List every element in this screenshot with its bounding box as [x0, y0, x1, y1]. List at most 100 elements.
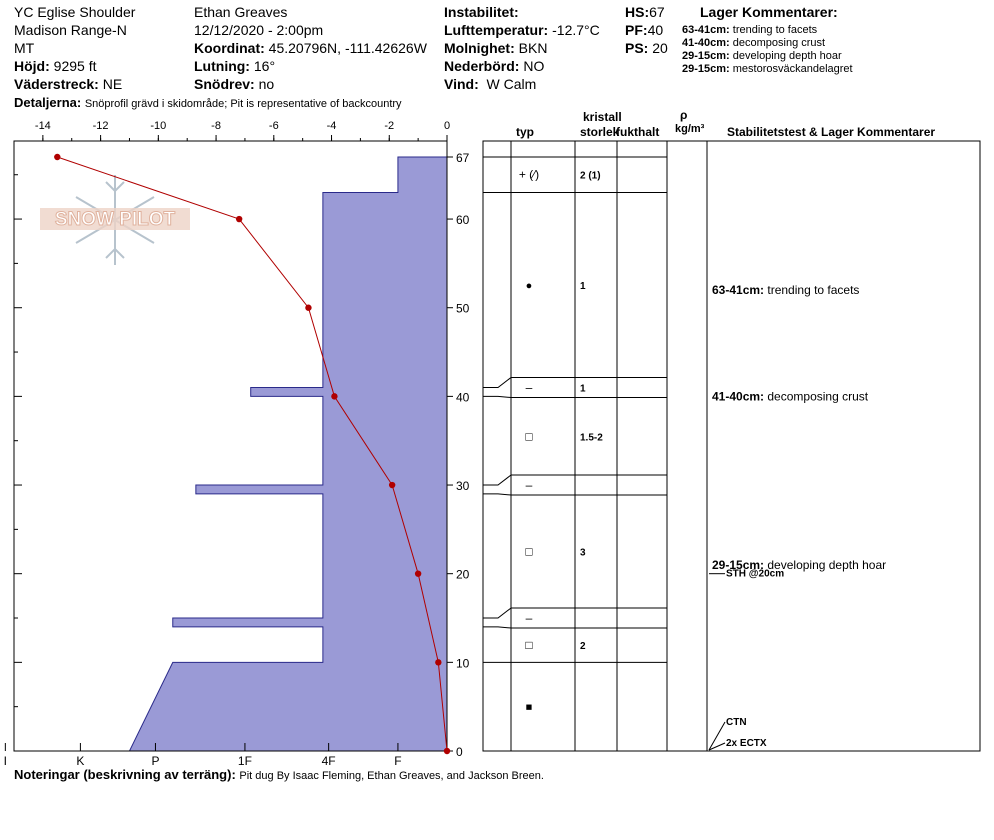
sky-cover: Molnighet: BKN: [444, 40, 548, 56]
moisture-header: fukthalt: [616, 125, 660, 139]
svg-text:SNOW PILOT: SNOW PILOT: [55, 209, 176, 230]
stability-test-label: STH @20cm: [726, 569, 784, 580]
grain-type-symbol: –: [526, 611, 533, 625]
crystal-header: kristall: [583, 110, 622, 124]
comment-range: 63-41cm:: [712, 283, 767, 297]
observer-name: Ethan Greaves: [194, 4, 288, 20]
plot-frame: [13, 140, 448, 752]
details: Detaljerna: Snöprofil grävd i skidområde…: [14, 95, 402, 110]
comment-text: developing depth hoar: [767, 558, 886, 572]
layer-comment: 63-41cm: trending to facets: [682, 24, 818, 36]
stability-header: Stabilitetstest & Lager Kommentarer: [727, 125, 936, 139]
temperature-point: [443, 747, 451, 755]
height-tick-label: 10: [456, 656, 470, 670]
layer-comment: 29-15cm: mestorosväckandelagret: [682, 63, 853, 75]
precipitation: Nederbörd: NO: [444, 58, 545, 74]
temp-tick-label: -10: [150, 120, 166, 132]
layer-connector: [483, 377, 512, 389]
test-pointer: [708, 721, 726, 751]
temp-tick-label: -12: [93, 120, 109, 132]
grain-size-label: 1.5-2: [580, 432, 603, 443]
coordinates: Koordinat: 45.20796N, -111.42626W: [194, 40, 427, 56]
temp-tick-label: 0: [444, 120, 450, 132]
wind-drift: Snödrev: no: [194, 76, 275, 92]
grain-size-label: 2: [580, 641, 586, 652]
grain-type-symbol: ●: [526, 280, 533, 292]
hardness-tick-label: 4F: [322, 754, 336, 768]
size-header: storlek: [580, 125, 620, 139]
grain-type-symbol: □: [525, 638, 532, 652]
stability-test-label: 2x ECTX: [726, 738, 767, 749]
range-name: Madison Range-N: [14, 22, 127, 38]
layer-connector: [483, 474, 512, 486]
temp-tick-label: -8: [211, 120, 221, 132]
density-unit-header: kg/m³: [675, 123, 705, 135]
type-header: typ: [516, 125, 534, 139]
grain-size-label: 1: [580, 384, 586, 395]
temperature-point: [235, 215, 243, 223]
footer-notes: Noteringar (beskrivning av terräng): Pit…: [14, 767, 544, 782]
height-tick-label: 20: [456, 568, 470, 582]
grain-type-symbol: ■: [526, 702, 533, 714]
air-temperature: Lufttemperatur: -12.7°C: [444, 22, 600, 38]
layer-comments-title: Lager Kommentarer:: [700, 4, 838, 20]
hardness-tick-label: P: [151, 754, 159, 768]
grain-type-symbol: □: [525, 545, 532, 559]
layer-comment-entry: 29-15cm: developing depth hoar: [712, 558, 886, 572]
layer-comment-entry: 63-41cm: trending to facets: [712, 283, 859, 297]
aspect: Väderstreck: NE: [14, 76, 123, 92]
foot-penetration: PF:40: [625, 22, 664, 38]
location-name: YC Eglise Shoulder: [14, 4, 136, 20]
layer-comment: 41-40cm: decomposing crust: [682, 37, 826, 49]
slope: Lutning: 16°: [194, 58, 276, 74]
layer-connector: [483, 493, 512, 496]
layer-connector: [483, 607, 512, 619]
grain-type-symbol: □: [525, 429, 532, 443]
layer-comment: 29-15cm: developing depth hoar: [682, 50, 842, 62]
grain-type-symbol: + (⁄): [519, 168, 539, 182]
temp-tick-label: -6: [269, 120, 279, 132]
date-time: 12/12/2020 - 2:00pm: [194, 22, 324, 38]
pit-depth: PS: 20: [625, 40, 668, 56]
grain-type-symbol: –: [526, 478, 533, 492]
hardness-tick-label: K: [76, 754, 84, 768]
test-pointer: [708, 742, 726, 751]
temperature-point: [305, 304, 312, 311]
temp-tick-label: -4: [327, 120, 337, 132]
stability-test-label: CTN: [726, 717, 747, 728]
comment-range: 29-15cm:: [712, 558, 767, 572]
temperature-line: [57, 156, 448, 752]
grain-size-label: 1: [580, 281, 586, 292]
hardness-tick-label: 1F: [238, 754, 252, 768]
rho-header: ρ: [680, 108, 688, 122]
grain-type-symbol: –: [526, 381, 533, 395]
temp-tick-label: -14: [35, 120, 51, 132]
height-tick-label: 30: [456, 479, 470, 493]
instability-label: Instabilitet:: [444, 4, 519, 20]
layer-comment-entry: 41-40cm: decomposing crust: [712, 389, 869, 403]
height-tick-label: 50: [456, 302, 470, 316]
state-name: MT: [14, 40, 35, 56]
temperature-point: [414, 570, 422, 577]
hardness-tick-label: I: [4, 754, 7, 768]
wind: Vind: W Calm: [444, 76, 537, 92]
height-tick-label: 40: [456, 390, 470, 404]
layer-connector: [483, 626, 512, 629]
temperature-point: [388, 481, 396, 489]
comment-text: trending to facets: [767, 283, 859, 297]
grain-size-label: 2 (1): [580, 171, 601, 182]
layer-table-frame: [482, 140, 981, 752]
height-tick-label: 67: [456, 151, 470, 165]
hardness-tick-label: F: [394, 754, 401, 768]
temperature-point: [435, 659, 442, 666]
layer-connector: [483, 395, 512, 399]
temp-tick-label: -2: [384, 120, 394, 132]
snow-height: HS:67: [625, 4, 665, 20]
hardness-profile: [128, 156, 448, 752]
snowpilot-logo: SNOW PILOT: [40, 175, 190, 265]
height-tick-label: 0: [456, 745, 463, 759]
temperature-point: [331, 393, 338, 400]
height-tick-label: 60: [456, 213, 470, 227]
temperature-point: [54, 153, 61, 161]
